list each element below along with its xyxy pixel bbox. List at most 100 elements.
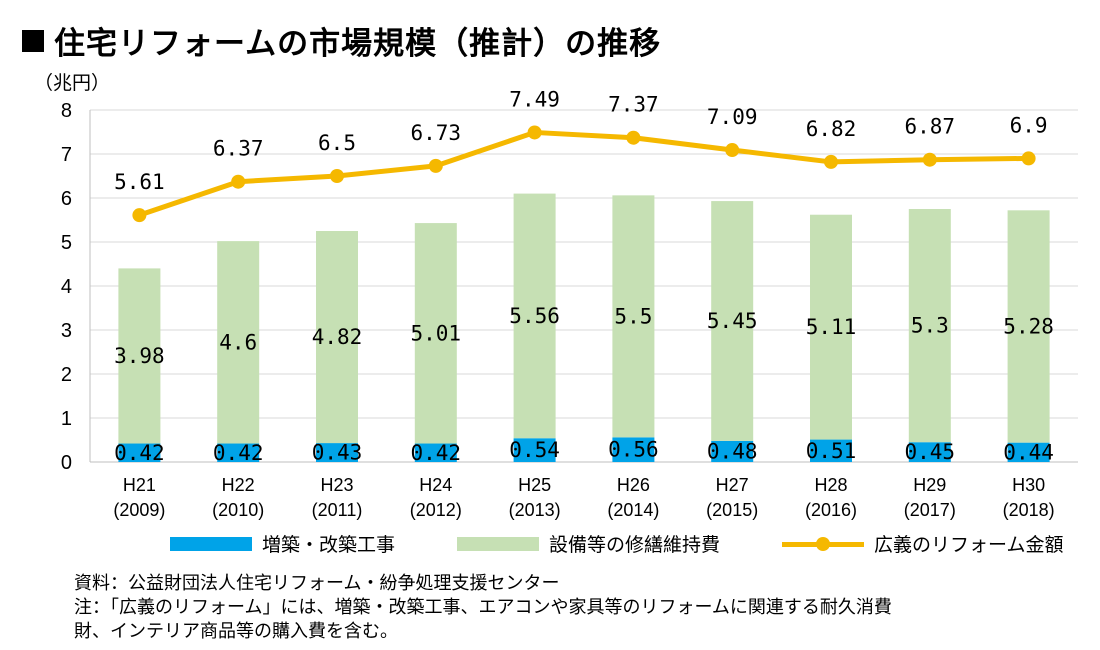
x-tick-year: (2015) [706,500,758,520]
bar-maintenance [612,195,655,438]
legend-label-maintenance: 設備等の修繕維持費 [549,534,721,556]
data-label-maintenance: 4.82 [312,325,363,349]
data-label-total: 6.73 [411,121,462,145]
bar-maintenance [414,223,457,444]
data-label-total: 7.49 [509,87,560,111]
data-label-maintenance: 5.5 [614,304,652,328]
x-tick-label: H23 [320,475,353,495]
y-tick-label: 7 [61,144,72,166]
x-tick-year: (2013) [509,500,561,520]
data-label-extension: 0.45 [905,440,956,464]
legend-label-total: 広義のリフォーム金額 [874,534,1064,556]
bar-extension [118,443,161,462]
x-tick-label: H26 [617,475,650,495]
legend-item-maintenance: 設備等の修繕維持費 [457,530,720,557]
data-label-extension: 0.42 [213,441,264,465]
data-label-total: 6.37 [213,137,264,161]
data-label-total: 6.82 [806,117,857,141]
point-total [626,130,641,145]
legend-swatch-maintenance [457,536,540,551]
note-definition-1: 注：「広義のリフォーム」には、増築・改築工事、エアコンや家具等のリフォームに関連… [74,597,892,618]
chart-notes: 資料：公益財団法人住宅リフォーム・紛争処理支援センター 注：「広義のリフォーム」… [74,572,892,644]
bar-maintenance [810,214,852,440]
x-tick-year: (2018) [1003,500,1055,520]
y-tick-label: 0 [61,452,72,474]
data-label-extension: 0.43 [312,441,363,465]
y-tick-label: 1 [61,408,72,430]
x-tick-year: (2012) [410,500,462,520]
bar-extension [1007,442,1050,462]
series-line-total [138,129,1029,218]
x-tick-label: H21 [123,475,156,495]
point-total [922,152,937,167]
data-label-maintenance: 5.28 [1003,314,1054,338]
x-tick-label: H25 [518,475,551,495]
point-total [824,154,838,169]
bar-maintenance [513,193,556,439]
note-source: 資料：公益財団法人住宅リフォーム・紛争処理支援センター [74,573,560,594]
x-tick-year: (2014) [607,500,659,520]
bar-extension [513,438,556,462]
legend-swatch-extension [170,536,252,551]
bar-extension [217,443,260,462]
x-tick-label: H28 [814,475,847,495]
bar-extension [908,442,951,462]
data-label-extension: 0.51 [806,439,857,463]
x-tick-label: H29 [913,475,946,495]
data-label-extension: 0.56 [608,438,659,462]
data-label-maintenance: 5.01 [411,321,462,345]
data-label-extension: 0.54 [509,438,560,462]
y-tick-label: 3 [61,320,72,342]
bar-maintenance [908,209,951,443]
x-tick-label: H30 [1012,475,1045,495]
x-tick-year: (2016) [805,500,857,520]
data-label-extension: 0.42 [114,441,165,465]
data-label-total: 6.5 [318,131,356,155]
y-tick-label: 4 [61,276,72,298]
legend-label-extension: 増築・改築工事 [262,534,396,556]
data-label-total: 6.9 [1010,113,1048,137]
data-label-total: 7.37 [608,93,659,117]
data-label-maintenance: 5.56 [509,304,560,328]
y-axis-unit-label: （兆円） [34,72,111,94]
data-label-extension: 0.44 [1003,440,1054,464]
y-tick-label: 8 [61,100,72,122]
title-square-icon [22,30,44,52]
data-label-total: 7.09 [707,105,758,129]
x-tick-year: (2009) [113,500,165,520]
point-total [132,208,147,223]
chart-title: 住宅リフォームの市場規模（推計）の推移 [22,18,661,63]
data-label-total: 5.61 [114,170,165,194]
bar-maintenance [1007,210,1050,443]
bar-extension [711,440,754,462]
y-tick-label: 6 [61,188,72,210]
data-label-maintenance: 5.11 [806,315,857,339]
chart-title-text: 住宅リフォームの市場規模（推計）の推移 [54,26,662,62]
x-tick-year: (2010) [212,500,264,520]
y-tick-label: 5 [61,232,72,254]
point-total [231,174,246,189]
data-label-maintenance: 5.45 [707,309,758,333]
x-tick-label: H24 [419,475,452,495]
note-definition-2: 財、インテリア商品等の購入費を含む。 [74,621,398,642]
bar-extension [810,439,852,462]
bar-maintenance [118,268,161,444]
x-tick-label: H22 [222,475,255,495]
y-tick-label: 2 [61,364,72,386]
chart-plot: 0 1 2 3 4 5 6 7 8 0.42 3.98 0.42 4.6 0.43 4.82 0.42 5.01… [61,87,1078,520]
legend-item-total: 広義のリフォーム金額 [782,530,1063,557]
bar-extension [316,443,358,462]
point-total [1021,151,1036,166]
point-total [527,125,542,140]
data-label-maintenance: 3.98 [114,344,165,368]
legend-swatch-total [782,536,865,551]
legend-item-extension: 増築・改築工事 [170,530,395,557]
x-tick-year: (2017) [904,500,956,520]
data-label-extension: 0.48 [707,439,758,463]
x-tick-year: (2011) [312,500,363,520]
bar-maintenance [217,241,260,444]
data-label-maintenance: 5.3 [911,314,949,338]
point-total [428,158,443,173]
bar-extension [612,437,655,462]
point-total [725,143,740,158]
